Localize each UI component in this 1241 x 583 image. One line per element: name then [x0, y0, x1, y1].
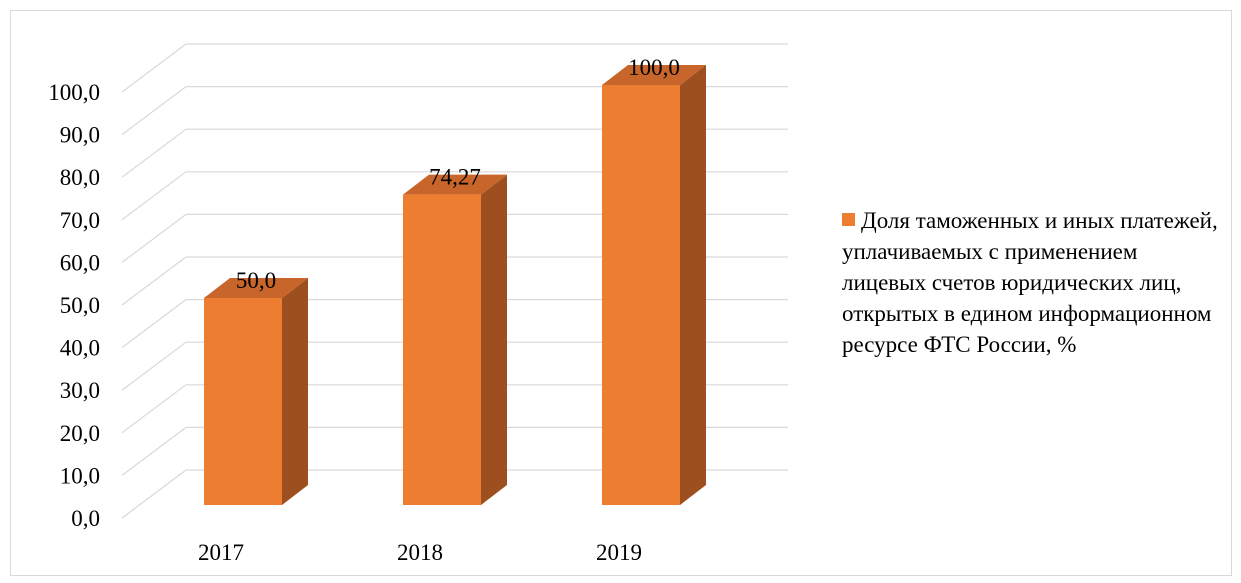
bar-front — [403, 194, 481, 505]
gridline-depth — [121, 384, 187, 434]
gridline-depth — [121, 171, 187, 221]
y-tick-label: 10,0 — [60, 463, 100, 488]
x-tick-label: 2017 — [198, 540, 244, 565]
gridline-depth — [121, 256, 187, 306]
bar-front — [204, 298, 282, 505]
legend-label: Доля таможенных и иных платежей, уплачив… — [842, 208, 1218, 357]
gridline-depth — [121, 469, 187, 519]
y-tick-label: 90,0 — [60, 123, 100, 148]
y-tick-label: 60,0 — [60, 250, 100, 275]
bar — [602, 65, 706, 505]
bar — [204, 278, 308, 505]
y-tick-label: 100,0 — [48, 80, 100, 105]
x-tick-label: 2018 — [397, 540, 443, 565]
gridline-depth — [121, 213, 187, 263]
gridline-depth — [121, 299, 187, 349]
y-tick-label: 50,0 — [60, 293, 100, 318]
legend-swatch — [842, 213, 855, 226]
bar-top — [204, 278, 308, 298]
data-label: 100,0 — [628, 55, 680, 80]
y-tick-label: 40,0 — [60, 336, 100, 361]
bar-top — [602, 65, 706, 85]
bar — [403, 174, 507, 505]
data-label: 74,27 — [429, 165, 481, 190]
data-label: 50,0 — [236, 268, 276, 293]
gridline-depth — [121, 43, 187, 93]
gridline-depth — [121, 426, 187, 476]
gridline-depth — [121, 341, 187, 391]
gridline-depth — [121, 128, 187, 178]
y-tick-label: 80,0 — [60, 165, 100, 190]
x-tick-label: 2019 — [596, 540, 642, 565]
bar-side — [481, 174, 507, 505]
bar-front — [602, 85, 680, 505]
y-tick-label: 30,0 — [60, 378, 100, 403]
y-tick-label: 20,0 — [60, 421, 100, 446]
bar-side — [282, 278, 308, 505]
bar-side — [680, 65, 706, 505]
y-tick-label: 0,0 — [71, 506, 100, 531]
y-tick-label: 70,0 — [60, 208, 100, 233]
legend: Доля таможенных и иных платежей, уплачив… — [842, 205, 1222, 360]
bar-top — [403, 174, 507, 195]
gridline-depth — [121, 86, 187, 136]
